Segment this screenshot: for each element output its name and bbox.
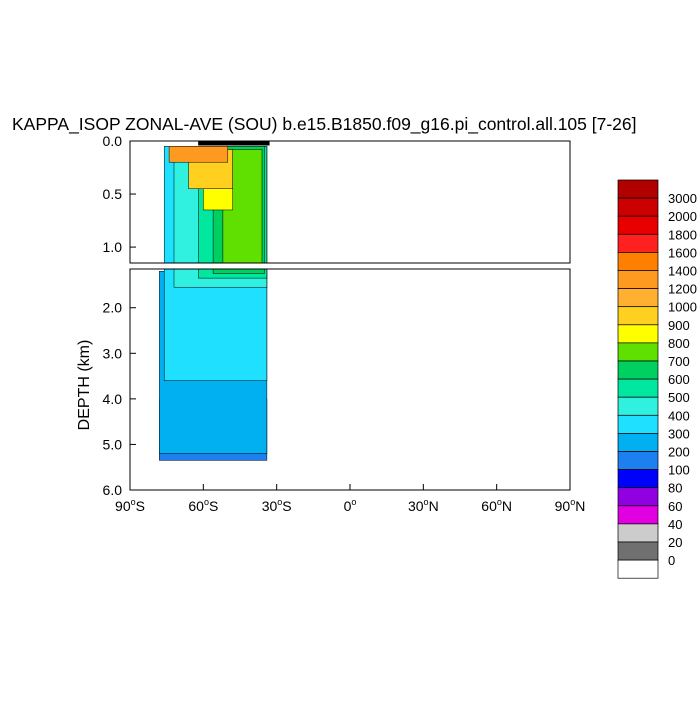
colorbar-label: 800: [668, 336, 690, 351]
colorbar-swatch: [617, 433, 659, 452]
colorbar-swatch: [617, 306, 659, 326]
y-tick-label: 3.0: [103, 345, 123, 361]
colorbar-label: 300: [668, 426, 690, 441]
colorbar-label: 500: [668, 390, 690, 405]
colorbar-label: 80: [668, 481, 682, 496]
colorbar-label: 1200: [668, 282, 697, 297]
colorbar-label: 60: [668, 499, 682, 514]
region-deep-blue-edge-upper: [159, 565, 267, 700]
colorbar-swatch: [617, 451, 659, 470]
y-axis: 0.0 0.5 1.0 2.0 3.0 4.0 5.0 6.0: [103, 133, 136, 498]
colorbar-label: 400: [668, 408, 690, 423]
colorbar-swatch: [617, 270, 659, 289]
x-tick-label: 90oN: [555, 497, 586, 514]
region-surface-black-upper: [198, 141, 270, 146]
region-orange-1200-upper: [168, 146, 229, 163]
colorbar-swatch: [617, 487, 659, 507]
upper-panel-frame: [129, 140, 571, 264]
colorbar-swatch: [617, 523, 659, 543]
y-tick-label: 5.0: [103, 436, 123, 452]
colorbar-swatch: [617, 179, 659, 199]
colorbar-swatch: [617, 342, 659, 362]
colorbar-label: 1400: [668, 264, 697, 279]
colorbar-swatch: [617, 414, 659, 434]
y-tick-label: 2.0: [103, 300, 123, 316]
upper-panel: [159, 141, 270, 700]
y-tick-label: 6.0: [103, 482, 123, 498]
colorbar-swatch: [617, 396, 659, 416]
colorbar-label: 20: [668, 535, 682, 550]
lower-panel: [159, 269, 268, 461]
colorbar-label: 200: [668, 445, 690, 460]
colorbar-label: 700: [668, 354, 690, 369]
colorbar-swatch: [617, 252, 659, 271]
y-tick-label: 1.0: [103, 239, 123, 255]
chart-title: KAPPA_ISOP ZONAL-AVE (SOU) b.e15.B1850.f…: [12, 114, 637, 134]
region-green-700-lower: [212, 269, 265, 274]
colorbar-label: 100: [668, 463, 690, 478]
colorbar-swatch: [617, 324, 659, 344]
colorbar-swatch: [617, 559, 659, 579]
colorbar-label: 1600: [668, 245, 697, 260]
x-tick-label: 60oS: [188, 497, 218, 514]
x-tick-label: 60oN: [481, 497, 512, 514]
region-cyan-400-lower: [163, 269, 268, 381]
x-tick-label: 90oS: [115, 497, 145, 514]
x-tick-label: 0o: [344, 497, 357, 514]
x-tick-label: 30oS: [262, 497, 292, 514]
colorbar-label: 2000: [668, 209, 697, 224]
colorbar-swatch: [617, 505, 659, 525]
y-tick-label: 4.0: [103, 391, 123, 407]
y-axis-label: DEPTH (km): [76, 340, 93, 431]
colorbar-label: 3000: [668, 191, 697, 206]
colorbar: 3000200018001600140012001000900800700600…: [617, 179, 697, 579]
colorbar-swatch: [617, 469, 659, 489]
x-tick-label: 30oN: [408, 497, 439, 514]
x-axis: 90oS 60oS 30oS 0o 30oN 60oN 90oN: [115, 484, 585, 514]
colorbar-swatch: [617, 378, 659, 398]
colorbar-label: 900: [668, 318, 690, 333]
colorbar-label: 600: [668, 372, 690, 387]
colorbar-label: 1800: [668, 227, 697, 242]
colorbar-label: 0: [668, 553, 675, 568]
colorbar-swatch: [617, 288, 659, 308]
colorbar-label: 1000: [668, 300, 697, 315]
colorbar-swatch: [617, 215, 659, 235]
colorbar-swatch: [617, 197, 659, 217]
colorbar-swatch: [617, 360, 659, 380]
colorbar-label: 40: [668, 517, 682, 532]
colorbar-swatch: [617, 233, 659, 253]
colorbar-swatch: [617, 541, 659, 561]
y-tick-label: 0.5: [103, 186, 123, 202]
y-tick-label: 0.0: [103, 133, 123, 149]
